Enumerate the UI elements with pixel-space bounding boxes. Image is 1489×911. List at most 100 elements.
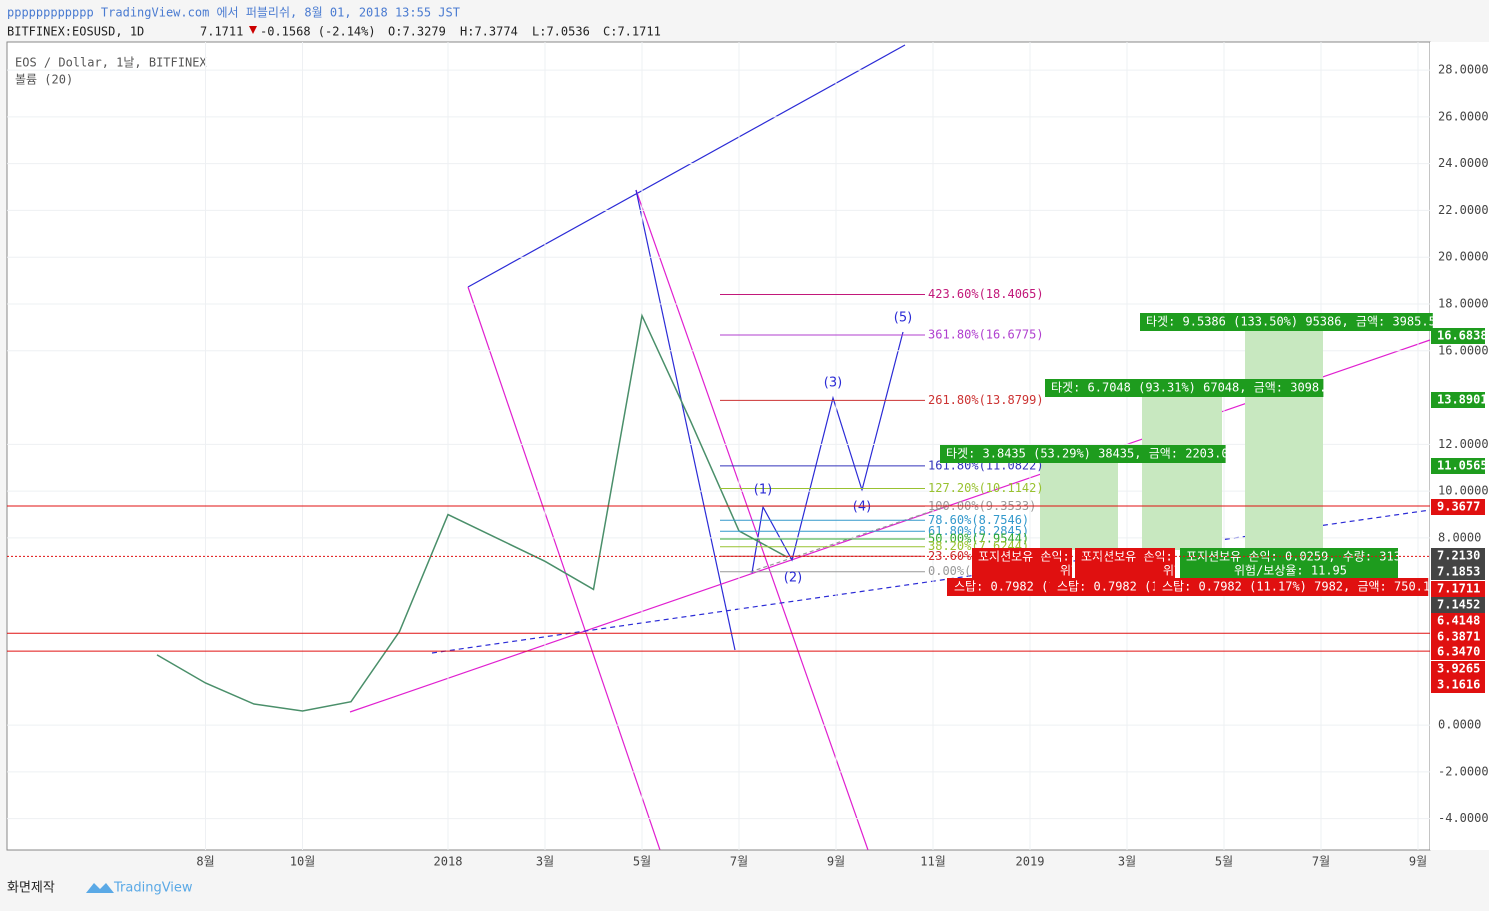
price-tag <box>1431 392 1485 408</box>
y-tick-label: 26.0000 <box>1438 109 1489 123</box>
price-tag <box>1431 458 1485 474</box>
price-tag <box>1431 613 1485 629</box>
x-tick-label: 7월 <box>730 855 748 869</box>
stop-label: 스탑: 0.7982 (11.17%) 7982, 금액: 750.16 <box>1162 580 1437 594</box>
wave-label: (4) <box>853 500 871 515</box>
target-label: 타겟: 3.8435 (53.29%) 38435, 금액: 2203.02 <box>946 447 1236 461</box>
price-tag-label: 7.1711 <box>1437 582 1480 596</box>
y-tick-label: 0.0000 <box>1438 718 1481 732</box>
target-box <box>1045 379 1324 397</box>
stop-label: 스탑: 0.7982 (1 <box>954 580 1056 594</box>
high: H:7.3774 <box>460 25 518 39</box>
x-tick-label: 10월 <box>290 855 316 869</box>
price-tag <box>1431 597 1485 613</box>
logo <box>86 883 114 893</box>
info-label: 포지션보유 손익: <box>1081 550 1173 564</box>
x-tick-label: 3월 <box>1118 855 1136 869</box>
target-label: 타겟: 6.7048 (93.31%) 67048, 금액: 3098.6 <box>1051 381 1334 395</box>
info-box <box>1180 548 1398 580</box>
legend-title: EOS / Dollar, 1날, BITFINEX <box>15 56 207 70</box>
price-tag-label: 11.0565 <box>1437 459 1488 473</box>
wave-label: (1) <box>754 483 772 498</box>
y-tick-label: 18.0000 <box>1438 297 1489 311</box>
y-tick-label: 28.0000 <box>1438 63 1489 77</box>
price-tag-label: 3.1616 <box>1437 678 1480 692</box>
fib-label: 78.60%(8.7546) <box>928 513 1029 527</box>
target-box <box>940 445 1226 463</box>
fib-label: 423.60%(18.4065) <box>928 287 1044 301</box>
price-tag-label: 6.3470 <box>1437 645 1480 659</box>
target-label: 타겟: 9.5386 (133.50%) 95386, 금액: 3985.58 <box>1146 315 1443 329</box>
price-tag <box>1431 677 1485 693</box>
x-tick-label: 9월 <box>827 855 845 869</box>
x-tick-label: 5월 <box>633 855 651 869</box>
price-tag <box>1431 564 1485 580</box>
fib-label: 50.00%(7.9544) <box>928 532 1029 546</box>
target-zones <box>1040 330 1323 550</box>
footer-brand: TradingView <box>113 881 193 896</box>
stop-box <box>947 578 1055 596</box>
footer-made: 화면제작 <box>7 881 55 896</box>
y-tick-label: 16.0000 <box>1438 343 1489 357</box>
y-tick-label: 22.0000 <box>1438 203 1489 217</box>
header-line: pppppppppppp TradingView.com 에서 퍼블리쉬, 8월… <box>7 6 460 20</box>
down-arrow <box>249 26 257 34</box>
fib-label: 261.80%(13.8799) <box>928 393 1044 407</box>
x-tick-label: 8월 <box>196 855 214 869</box>
x-tick-label: 2018 <box>434 855 463 869</box>
fib-label: 127.20%(10.1142) <box>928 481 1044 495</box>
info-label: 포지션보유 손익: 0.0259, 수량: 313 <box>1186 550 1401 564</box>
price-axis <box>1430 42 1489 850</box>
price-tag <box>1431 661 1485 677</box>
y-tick-label: 12.0000 <box>1438 437 1489 451</box>
price-tag-label: 7.1853 <box>1437 565 1480 579</box>
x-tick-label: 9월 <box>1409 855 1427 869</box>
stop-box <box>1155 578 1429 596</box>
low: L:7.0536 <box>532 25 590 39</box>
info-box <box>972 548 1072 580</box>
price-tag-label: 6.4148 <box>1437 614 1480 628</box>
price-tag-label: 7.1452 <box>1437 598 1480 612</box>
change: -0.1568 (-2.14%) <box>260 25 376 39</box>
y-tick-label: -2.0000 <box>1438 764 1489 778</box>
wave-label: (2) <box>784 571 802 586</box>
wave-label: (3) <box>824 376 842 391</box>
wave-label: (5) <box>894 311 912 326</box>
price-tag-label: 13.8901 <box>1437 393 1488 407</box>
ratio-label: 위험/보상율: 11.95 <box>1234 564 1347 578</box>
x-tick-label: 7월 <box>1312 855 1330 869</box>
x-tick-label: 5월 <box>1215 855 1233 869</box>
y-tick-label: 8.0000 <box>1438 530 1481 544</box>
target-box <box>1140 313 1433 331</box>
stop-label: 스탑: 0.7982 (1 <box>1057 580 1159 594</box>
x-tick-label: 11월 <box>920 855 946 869</box>
price-tag-label: 9.3677 <box>1437 500 1480 514</box>
close: C:7.1711 <box>603 25 661 39</box>
open: O:7.3279 <box>388 25 446 39</box>
y-tick-label: -4.0000 <box>1438 811 1489 825</box>
price-tag-label: 7.2130 <box>1437 549 1480 563</box>
symbol: BITFINEX:EOSUSD, 1D <box>7 25 144 39</box>
info-box <box>1075 548 1175 580</box>
price-line <box>156 313 788 712</box>
price-tag <box>1431 499 1485 515</box>
y-tick-label: 20.0000 <box>1438 250 1489 264</box>
legend-volume: 볼륨 (20) <box>15 73 73 87</box>
price-tag-label: 16.6838 <box>1437 329 1488 343</box>
price-tag <box>1431 328 1485 344</box>
y-tick-label: 10.0000 <box>1438 484 1489 498</box>
stop-box <box>1050 578 1158 596</box>
fib-label: 61.80%(8.2845) <box>928 524 1029 538</box>
y-tick-label: 24.0000 <box>1438 156 1489 170</box>
chart-layer: 28.0000 26.0000 24.0000 22.0000 20.0000 18.00… <box>7 42 1489 869</box>
price-tag <box>1431 548 1485 564</box>
price-tag <box>1431 644 1485 660</box>
price-tag-label: 6.3871 <box>1437 630 1480 644</box>
last: 7.1711 <box>200 25 243 39</box>
x-tick-label: 3월 <box>536 855 554 869</box>
x-tick-label: 2019 <box>1016 855 1045 869</box>
price-tag <box>1431 629 1485 645</box>
price-tag <box>1431 581 1485 597</box>
